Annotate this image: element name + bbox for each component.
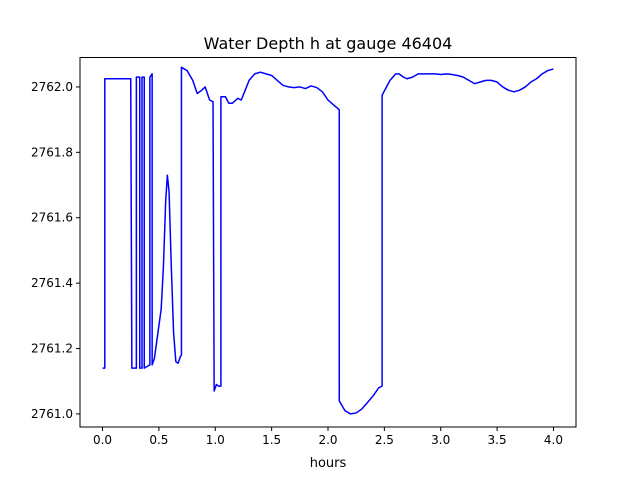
y-tick-label: 2761.0 [31, 407, 73, 421]
plot-area [102, 66, 554, 415]
x-tick-label: 3.0 [431, 433, 450, 447]
y-tick-label: 2761.2 [31, 342, 73, 356]
x-tick-label: 1.0 [206, 433, 225, 447]
x-tick-label: 3.5 [488, 433, 507, 447]
y-tick-label: 2761.6 [31, 211, 73, 225]
x-tick-label: 1.5 [262, 433, 281, 447]
y-tick-label: 2761.4 [31, 276, 73, 290]
series-line-0 [102, 66, 554, 415]
x-tick-label: 0.0 [93, 433, 112, 447]
chart-title: Water Depth h at gauge 46404 [204, 34, 453, 53]
x-tick-label: 4.0 [544, 433, 563, 447]
x-tick-label: 0.5 [149, 433, 168, 447]
x-tick-label: 2.5 [375, 433, 394, 447]
axes: 0.0 0.5 1.0 1.5 2.0 2.5 3.0 3.5 4.0 2761.0 2761.2 2… [31, 80, 563, 447]
y-tick-label: 2761.8 [31, 145, 73, 159]
y-tick-label: 2762.0 [31, 80, 73, 94]
x-tick-label: 2.0 [318, 433, 337, 447]
plot-frame [79, 57, 577, 428]
x-axis-label: hours [310, 456, 347, 471]
